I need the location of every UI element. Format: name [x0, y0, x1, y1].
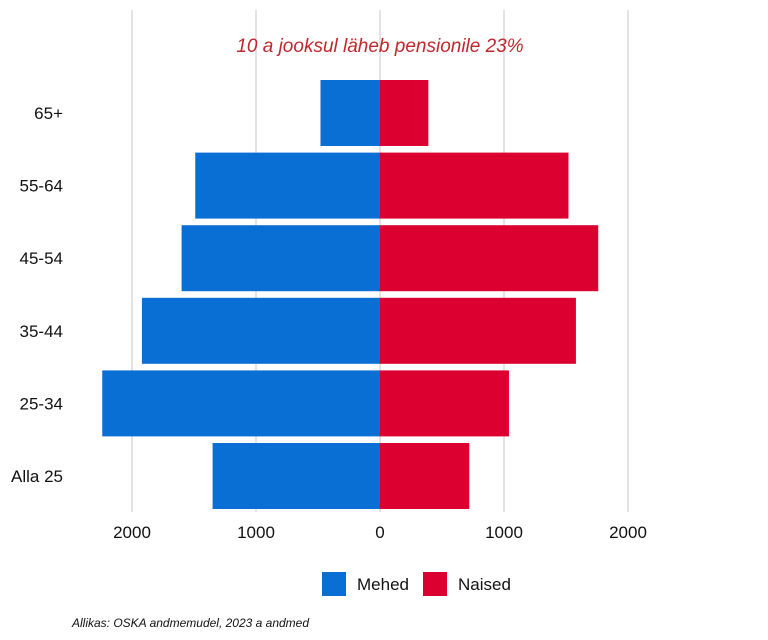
category-label: 45-54 — [20, 249, 63, 268]
bar-naised-25-34 — [380, 370, 509, 437]
x-tick-labels: 2000 1000 0 1000 2000 — [113, 523, 647, 542]
bar-naised-Alla 25 — [380, 443, 470, 509]
category-label: 25-34 — [20, 394, 63, 413]
legend-swatch-naised — [423, 572, 447, 596]
category-label: Alla 25 — [11, 467, 63, 486]
category-labels: Alla 25 25-34 35-44 45-54 55-64 65+ — [11, 104, 63, 486]
source-note: Allikas: OSKA andmemudel, 2023 a andmed — [71, 616, 309, 630]
legend-label-naised: Naised — [458, 575, 511, 594]
category-label: 65+ — [34, 104, 63, 123]
bar-mehed-25-34 — [102, 370, 381, 437]
bar-naised-55-64 — [380, 152, 569, 219]
bar-mehed-45-54 — [181, 225, 380, 292]
x-tick-label: 1000 — [485, 523, 523, 542]
x-tick-label: 2000 — [113, 523, 151, 542]
category-label: 35-44 — [20, 322, 63, 341]
category-label: 55-64 — [20, 177, 63, 196]
bar-mehed-Alla 25 — [212, 443, 380, 509]
bars — [102, 80, 599, 509]
x-tick-label: 2000 — [609, 523, 647, 542]
bar-mehed-55-64 — [195, 152, 380, 219]
legend-swatch-mehed — [322, 572, 346, 596]
annotation-text: 10 a jooksul läheb pensionile 23% — [236, 36, 523, 57]
x-tick-label: 1000 — [237, 523, 275, 542]
x-tick-label: 0 — [375, 523, 384, 542]
bar-mehed-35-44 — [141, 297, 380, 364]
bar-naised-65+ — [380, 80, 429, 146]
bar-mehed-65+ — [320, 80, 380, 146]
bar-naised-45-54 — [380, 225, 599, 292]
bar-naised-35-44 — [380, 297, 576, 364]
legend: Mehed Naised — [322, 572, 511, 596]
legend-label-mehed: Mehed — [357, 575, 409, 594]
